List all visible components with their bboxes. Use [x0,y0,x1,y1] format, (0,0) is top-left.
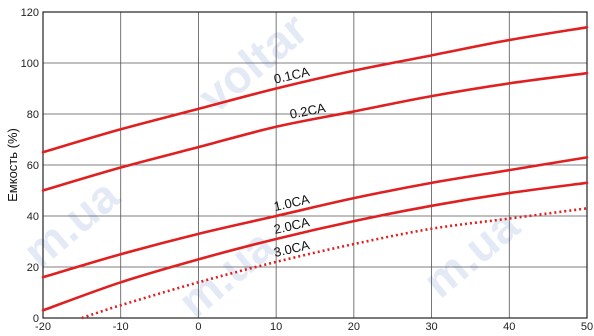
plot-frame [42,11,588,319]
x-tick-label: 40 [503,321,515,333]
tick-labels: -20 -10 0 10 20 30 40 50 0 20 40 60 80 100 120 [21,7,593,333]
series-label-30ca: 3.0CA [272,237,311,260]
y-tick-label: 100 [21,58,39,70]
series-layer [41,26,589,320]
series-label-02ca: 0.2CA [288,100,327,122]
x-tick-label: 0 [195,321,201,333]
x-tick-label: 30 [425,321,437,333]
series-line-20ca [41,181,589,312]
y-tick-label: 20 [27,262,39,274]
watermark-text: m.ua [168,219,284,328]
y-tick-label: 40 [27,211,39,223]
x-tick-label: -20 [35,321,51,333]
series-line-01ca [41,26,589,154]
x-tick-label: 20 [348,321,360,333]
series-line-10ca [41,156,589,279]
y-axis-label: Емкость (%) [5,128,20,202]
y-tick-label: 0 [33,313,39,325]
series-line-02ca [41,71,589,192]
y-tick-label: 60 [27,160,39,172]
x-tick-label: -10 [113,321,129,333]
grid [42,11,588,319]
series-label-20ca: 2.0CA [272,214,311,237]
series-label-10ca: 1.0CA [272,191,311,214]
x-tick-label: 50 [581,321,593,333]
x-tick-label: 10 [270,321,282,333]
y-tick-label: 120 [21,7,39,19]
y-tick-label: 80 [27,109,39,121]
watermark-text: m.ua [413,199,529,308]
